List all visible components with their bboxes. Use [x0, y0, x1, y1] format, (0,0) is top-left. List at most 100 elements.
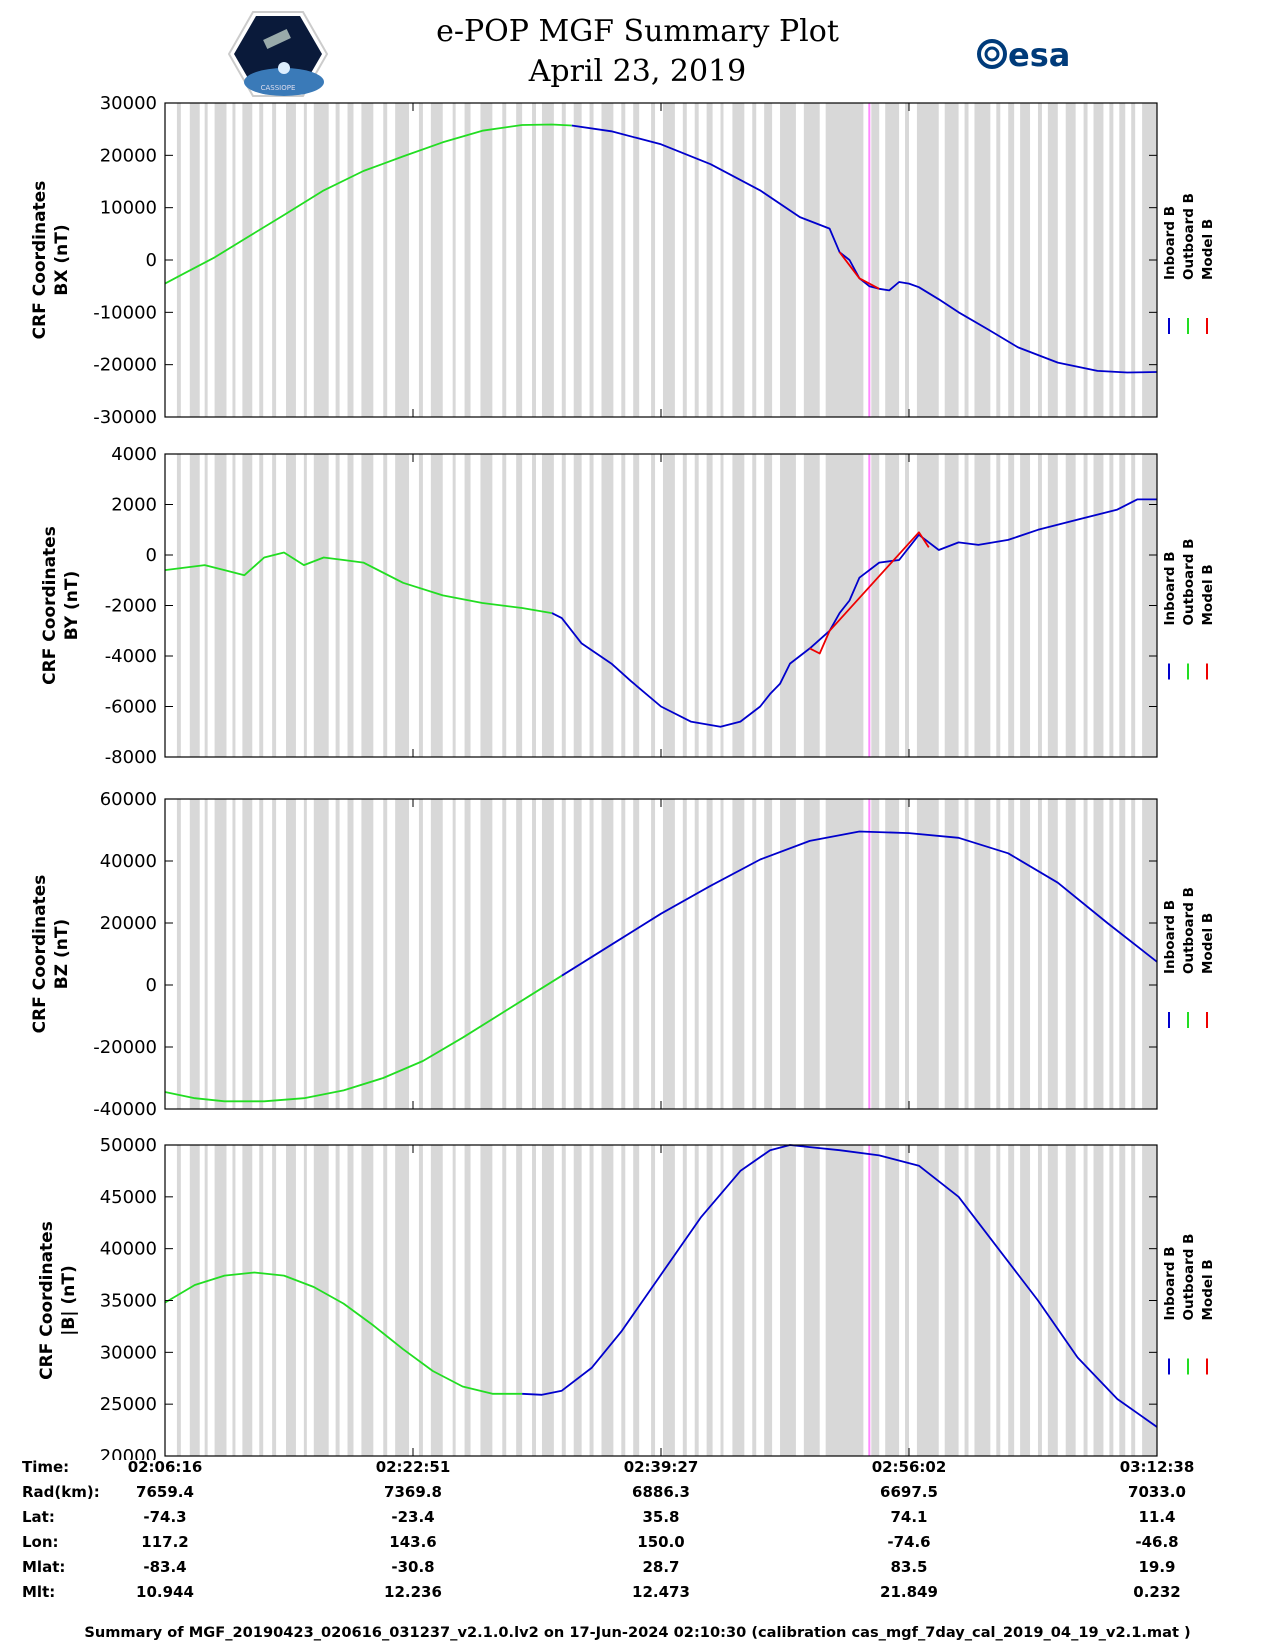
data-gap-band — [1119, 454, 1126, 757]
data-gap-band — [573, 1145, 582, 1456]
data-gap-band — [272, 103, 277, 417]
data-gap-band — [313, 103, 329, 417]
data-gap-band — [214, 799, 227, 1109]
data-gap-band — [780, 454, 796, 757]
data-gap-band — [825, 1145, 864, 1456]
data-gap-band — [1093, 799, 1104, 1109]
data-gap-band — [313, 799, 329, 1109]
data-gap-band — [662, 103, 675, 417]
esa-logo-text: esa — [1008, 36, 1070, 74]
data-gap-band — [541, 799, 554, 1109]
data-gap-band — [383, 1145, 388, 1456]
data-gap-band — [764, 103, 773, 417]
data-gap-band — [682, 454, 687, 757]
data-gap-band — [361, 1145, 374, 1456]
data-gap-band — [561, 1145, 566, 1456]
data-gap-band — [1119, 103, 1126, 417]
data-gap-band — [189, 799, 200, 1109]
data-gap-band — [1065, 1145, 1076, 1456]
data-gap-band — [1008, 799, 1015, 1109]
y-tick-label: 60000 — [100, 789, 157, 810]
data-gap-band — [541, 454, 554, 757]
y-tick-label: -2000 — [105, 596, 157, 617]
y-tick-label: 10000 — [100, 198, 157, 219]
data-gap-band — [621, 799, 626, 1109]
data-gap-band — [589, 799, 594, 1109]
data-gap-band — [1109, 1145, 1114, 1456]
data-gap-band — [418, 1145, 423, 1456]
table-cell: 02:39:27 — [623, 1458, 699, 1476]
data-gap-band — [1083, 1145, 1088, 1456]
data-gap-band — [601, 1145, 614, 1456]
y-tick-label: -10000 — [93, 302, 157, 323]
table-cell: -74.3 — [143, 1508, 187, 1526]
y-tick-label: -8000 — [105, 747, 157, 768]
row-label: Lon: — [22, 1533, 59, 1551]
table-cell: 74.1 — [890, 1508, 928, 1526]
data-gap-band — [395, 103, 410, 417]
legend-outboard: Outboard B — [1181, 539, 1197, 626]
data-gap-band — [430, 454, 443, 757]
data-gap-band — [752, 799, 757, 1109]
data-gap-band — [651, 799, 656, 1109]
data-gap-band — [272, 1145, 277, 1456]
series-outboard-b — [164, 551, 553, 614]
data-gap-band — [1119, 799, 1126, 1109]
data-gap-band — [502, 103, 507, 417]
data-gap-band — [752, 103, 757, 417]
data-gap-band — [242, 454, 253, 757]
data-gap-band — [502, 1145, 507, 1456]
data-gap-band — [964, 103, 969, 417]
data-gap-band — [1047, 454, 1058, 757]
panel-2: -8000 -6000 -4000 -2000 0 2000 4000 CRF Coordin… — [40, 444, 1216, 768]
data-gap-band — [803, 1145, 820, 1456]
data-gap-band — [1020, 1145, 1031, 1456]
data-gap-band — [871, 1145, 880, 1456]
data-gap-band — [242, 103, 253, 417]
data-gap-band — [1131, 103, 1136, 417]
data-gap-band — [573, 799, 582, 1109]
data-gap-band — [480, 454, 493, 757]
y-tick-label: 2000 — [111, 495, 157, 516]
data-gap-band — [694, 103, 699, 417]
panel-1: -30000 -20000 -10000 0 10000 20000 30000 CRF Co… — [30, 93, 1216, 428]
data-gap-band — [259, 799, 264, 1109]
data-gap-band — [1047, 1145, 1058, 1456]
y-axis-label-line2: BX (nT) — [52, 224, 72, 295]
data-gap-band — [964, 454, 969, 757]
series-outboard-b — [164, 1271, 523, 1395]
legend-inboard: Inboard B — [1162, 900, 1178, 974]
data-gap-band — [1020, 454, 1031, 757]
data-gap-band — [720, 1145, 724, 1456]
data-gap-band — [176, 103, 181, 417]
y-tick-label: 0 — [146, 545, 157, 566]
data-gap-band — [286, 799, 296, 1109]
data-gap-band — [871, 103, 880, 417]
data-gap-band — [885, 454, 900, 757]
legend-model: Model B — [1200, 564, 1216, 625]
table-cell: 03:12:38 — [1119, 1458, 1195, 1476]
data-gap-band — [662, 454, 675, 757]
table-cell: 02:56:02 — [871, 1458, 947, 1476]
data-gap-band — [286, 454, 296, 757]
y-tick-label: 20000 — [100, 145, 157, 166]
legend-outboard: Outboard B — [1181, 1234, 1197, 1321]
cassiope-logo-text: CASSIOPE — [261, 84, 296, 92]
data-gap-band — [214, 1145, 227, 1456]
legend-model: Model B — [1200, 1259, 1216, 1320]
data-gap-band — [541, 103, 554, 417]
row-label: Mlt: — [22, 1583, 56, 1601]
table-cell: 10.944 — [136, 1583, 194, 1601]
data-gap-band — [720, 103, 724, 417]
data-gap-band — [1093, 103, 1104, 417]
data-gap-band — [633, 103, 640, 417]
data-gap-band — [452, 454, 456, 757]
data-gap-band — [885, 103, 900, 417]
data-gap-band — [764, 799, 773, 1109]
data-gap-band — [272, 454, 277, 757]
data-gap-band — [1109, 799, 1114, 1109]
data-gap-band — [905, 799, 909, 1109]
data-gap-band — [694, 454, 699, 757]
data-gap-band — [335, 103, 340, 417]
